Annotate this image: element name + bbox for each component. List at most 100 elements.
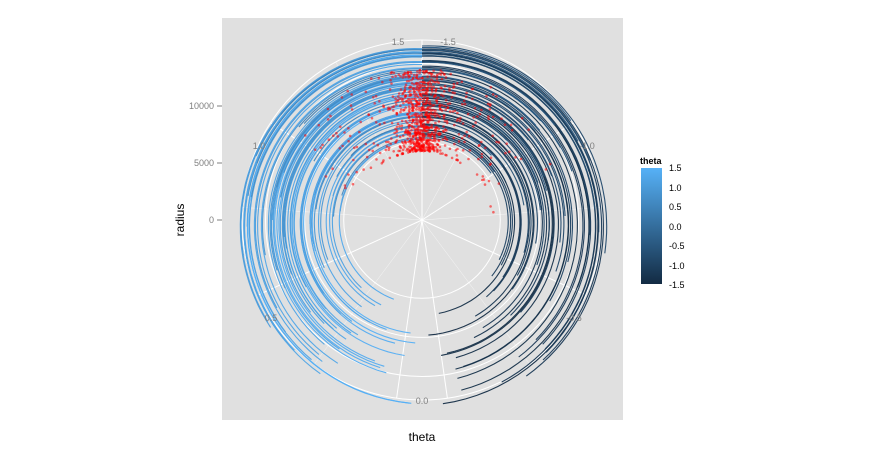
data-point <box>420 114 424 118</box>
legend-tick-label: 0.5 <box>669 202 682 212</box>
data-point <box>418 84 422 87</box>
data-point <box>441 71 444 74</box>
data-point <box>397 92 401 95</box>
data-point <box>406 147 409 151</box>
data-point <box>403 146 406 149</box>
spiral-arc <box>422 116 530 317</box>
data-point <box>374 94 378 98</box>
data-point <box>419 93 422 96</box>
data-point <box>461 149 465 152</box>
spiral-arc <box>331 132 422 289</box>
data-point <box>434 109 437 112</box>
data-point <box>416 139 419 143</box>
data-point <box>375 158 378 161</box>
data-point <box>448 110 452 113</box>
data-point <box>474 121 478 124</box>
data-point <box>497 141 501 144</box>
data-point <box>483 183 487 186</box>
data-point <box>372 96 375 99</box>
data-point <box>463 134 466 138</box>
spiral-arc <box>303 105 422 344</box>
data-point <box>378 123 382 126</box>
data-point <box>505 142 509 145</box>
data-point <box>475 173 479 176</box>
data-point <box>435 74 439 78</box>
data-point <box>343 184 347 187</box>
spiral-arc <box>421 48 604 377</box>
data-point <box>492 210 495 214</box>
data-point <box>437 120 441 123</box>
data-point <box>409 142 413 145</box>
spiral-arc <box>421 61 556 126</box>
data-point <box>486 102 490 106</box>
data-point <box>401 148 405 152</box>
data-point <box>414 134 418 137</box>
data-point <box>489 86 493 89</box>
data-point <box>437 127 441 131</box>
data-point <box>410 124 414 128</box>
data-point <box>351 182 355 186</box>
spiral-arc <box>283 88 423 249</box>
data-point <box>388 88 392 91</box>
data-point <box>404 72 407 76</box>
data-point <box>399 75 402 78</box>
data-point <box>419 148 422 151</box>
spiral-arc <box>422 104 543 329</box>
spiral-arc <box>421 52 599 353</box>
spiral-arcs <box>239 45 608 405</box>
data-point <box>374 121 378 124</box>
data-point <box>464 95 468 98</box>
data-point <box>350 108 354 111</box>
data-point <box>412 92 416 95</box>
data-point <box>433 75 436 78</box>
data-point <box>429 85 433 88</box>
data-point <box>317 123 321 127</box>
data-point <box>428 118 432 122</box>
data-point <box>457 133 461 136</box>
spiral-arc <box>421 60 592 345</box>
data-point <box>349 104 353 107</box>
data-point <box>422 127 426 130</box>
data-point <box>422 149 425 153</box>
data-point <box>395 134 399 137</box>
spiral-arc <box>422 124 522 298</box>
spiral-arc <box>243 51 423 375</box>
data-point <box>463 140 466 144</box>
data-point <box>403 108 406 111</box>
data-point <box>420 144 424 147</box>
spiral-arc <box>311 113 422 244</box>
spiral-arc <box>421 46 572 122</box>
data-point <box>353 146 356 150</box>
spiral-arc <box>279 84 423 313</box>
data-point <box>403 85 407 89</box>
data-point <box>412 141 416 144</box>
data-point <box>415 144 419 147</box>
data-point <box>400 127 403 131</box>
data-point <box>420 129 423 132</box>
data-point <box>387 140 390 144</box>
data-point <box>406 121 409 125</box>
data-point <box>459 161 462 165</box>
data-point <box>410 93 413 97</box>
spiral-arc <box>281 86 423 275</box>
data-point <box>404 128 408 132</box>
data-point <box>439 107 442 111</box>
spiral-arc <box>421 53 590 172</box>
data-point <box>392 150 396 153</box>
data-point <box>415 108 418 111</box>
theta-tick-label: 0.0 <box>416 396 429 406</box>
data-point <box>510 128 514 132</box>
data-point <box>439 149 442 152</box>
data-point <box>378 110 382 113</box>
data-point <box>465 91 468 95</box>
data-point <box>395 103 398 106</box>
data-point <box>452 136 456 140</box>
data-point <box>429 102 432 106</box>
spiral-arc <box>269 75 423 271</box>
data-point <box>451 86 455 89</box>
data-point <box>409 101 413 105</box>
data-point <box>489 103 492 106</box>
data-point <box>331 167 334 170</box>
data-point <box>426 81 430 85</box>
data-point <box>391 75 394 79</box>
